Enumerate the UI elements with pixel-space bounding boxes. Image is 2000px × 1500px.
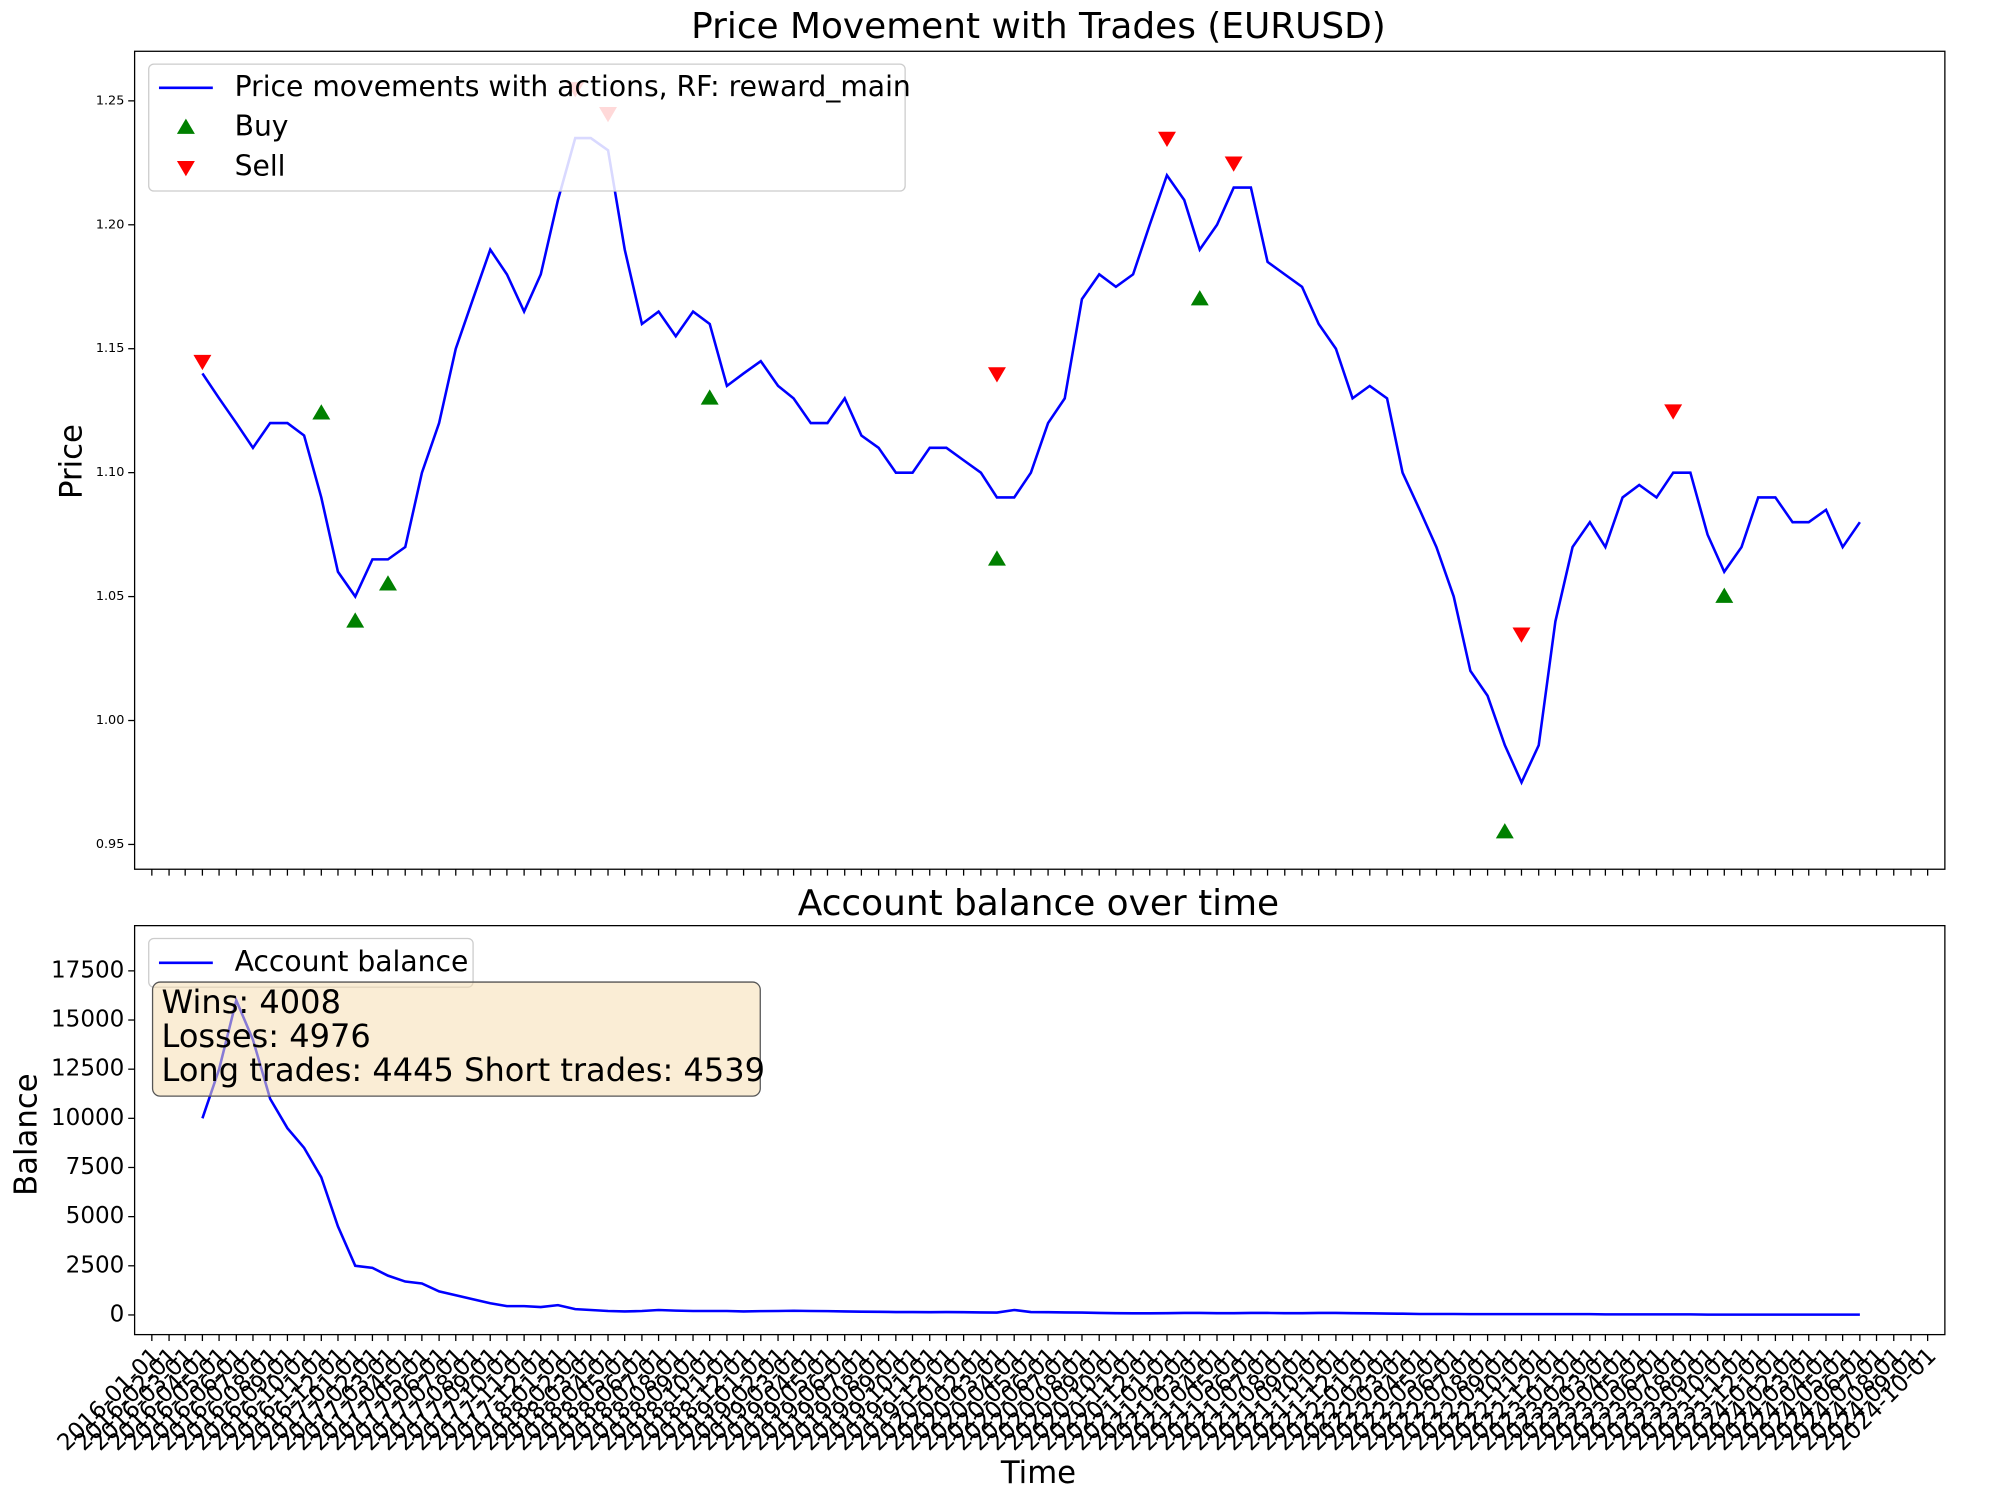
buy-marker	[700, 389, 719, 405]
y-tick-label: 1.00	[96, 713, 125, 728]
y-tick-label: 15000	[51, 1007, 124, 1033]
legend: Price movements with actions, RF: reward…	[148, 63, 911, 192]
legend-swatch	[176, 161, 195, 177]
chart-title: Price Movement with Trades (EURUSD)	[691, 6, 1386, 47]
sell-marker	[1224, 156, 1243, 172]
buy-marker	[379, 575, 397, 591]
y-tick-label: 17500	[51, 957, 124, 983]
annotation-box	[151, 981, 761, 1097]
plot-frame	[133, 50, 1946, 870]
sell-marker	[1158, 131, 1176, 148]
line	[201, 996, 1860, 1316]
y-tick-label: 1.15	[96, 341, 125, 356]
sell-marker	[1512, 627, 1531, 643]
legend-box	[148, 63, 906, 192]
line	[201, 136, 1861, 786]
legend-label: Sell	[235, 149, 286, 182]
y-tick-label: 1.05	[96, 589, 125, 604]
chart-title: Account balance over time	[798, 883, 1279, 924]
y-tick-label: 12500	[51, 1056, 124, 1082]
y-tick-label: 1.25	[96, 93, 125, 108]
annotation-text: Losses: 4976	[162, 1017, 371, 1055]
buy-marker	[312, 404, 331, 420]
sell-marker	[193, 354, 212, 371]
sell-marker	[1664, 404, 1683, 420]
y-tick-label: 10000	[51, 1105, 124, 1131]
plot-area	[193, 82, 1861, 839]
y-tick-label: 7500	[66, 1154, 125, 1180]
buy-marker	[1190, 290, 1209, 306]
x-axis-label: Time	[1000, 1455, 1076, 1491]
annotation-text: Long trades: 4445 Short trades: 4539	[162, 1051, 765, 1089]
y-tick-label: 0	[110, 1301, 125, 1327]
y-axis-label: Balance	[9, 1073, 45, 1196]
legend-swatch	[176, 118, 195, 134]
legend-label: Price movements with actions, RF: reward…	[235, 70, 911, 103]
buy-marker	[1495, 823, 1514, 839]
y-tick-label: 2500	[66, 1252, 125, 1278]
y-tick-label: 5000	[66, 1203, 125, 1229]
buy-marker	[987, 550, 1006, 566]
y-tick-label: 0.95	[96, 837, 125, 852]
plot-area	[201, 996, 1860, 1316]
buy-marker	[346, 612, 365, 628]
y-axis-label: Price	[54, 424, 90, 499]
y-tick-label: 1.10	[96, 465, 125, 480]
buy-marker	[1715, 587, 1734, 603]
legend: Account balance	[148, 937, 474, 988]
y-tick-label: 1.20	[96, 217, 125, 232]
legend-label: Buy	[235, 110, 289, 143]
plot-frame	[133, 925, 1946, 1336]
sell-marker	[987, 367, 1006, 383]
annotation-text: Wins: 4008	[162, 983, 341, 1021]
legend-label: Account balance	[235, 945, 469, 978]
